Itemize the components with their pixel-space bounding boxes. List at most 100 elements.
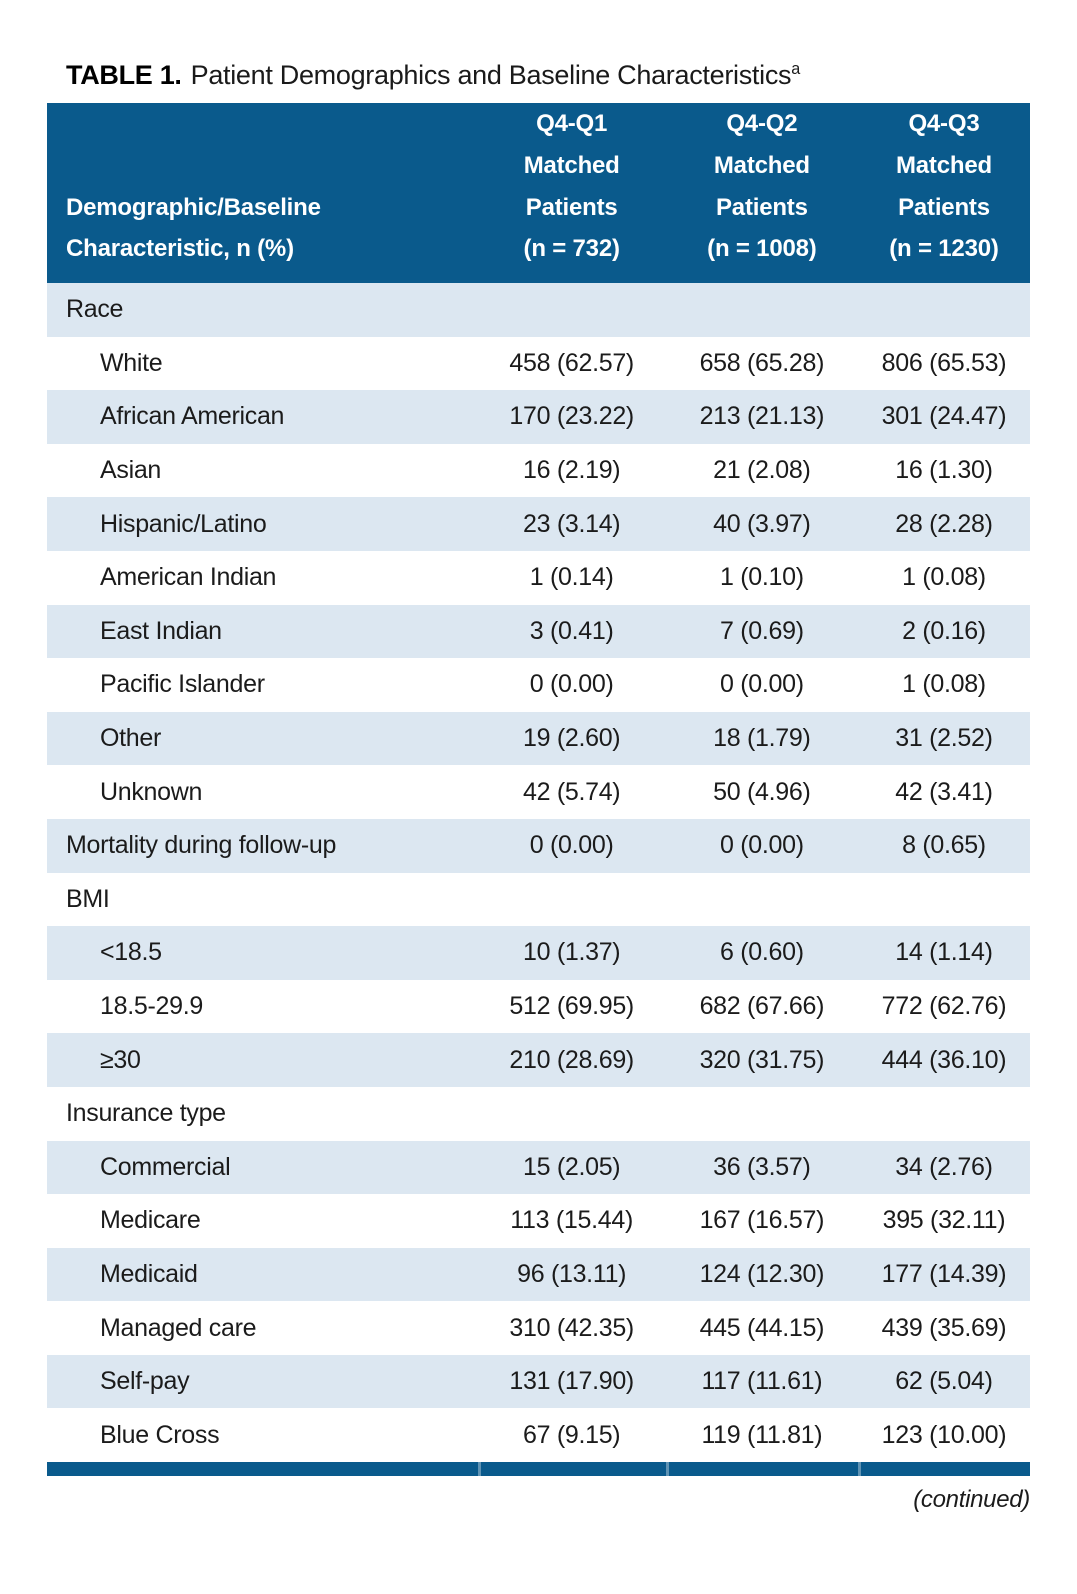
- table-row: Mortality during follow-up 0 (0.00) 0 (0.0…: [47, 818, 1030, 873]
- row-value: [478, 283, 666, 337]
- row-value: 458 (62.57): [509, 348, 634, 377]
- row-value: 14 (1.14): [895, 938, 993, 967]
- row-value: 301 (24.47): [881, 402, 1007, 431]
- row-value: 42 (5.74): [522, 777, 621, 806]
- row-value: [666, 1087, 858, 1141]
- row-label: Hispanic/Latino: [100, 509, 267, 538]
- row-value: 15 (2.05): [522, 1152, 621, 1181]
- table-title-number: TABLE 1.: [66, 60, 182, 90]
- row-value: 119 (11.81): [701, 1420, 823, 1449]
- row-label: Unknown: [100, 777, 203, 806]
- row-label: 18.5-29.9: [100, 992, 203, 1021]
- row-value: 658 (65.28): [699, 348, 825, 377]
- row-value: 806 (65.53): [881, 348, 1007, 377]
- row-label: Managed care: [100, 1313, 257, 1342]
- row-value: 512 (69.95): [509, 992, 634, 1021]
- row-value: 1 (0.08): [902, 670, 986, 699]
- table-row: Pacific Islander 0 (0.00) 0 (0.00) 1 (0.08): [47, 658, 1030, 712]
- rule-separator: [665, 1462, 669, 1477]
- row-label: Blue Cross: [100, 1420, 220, 1449]
- table-row: Insurance type: [47, 1087, 1030, 1141]
- header-col-q4q2: Q4-Q2 Matched Patients (n = 1008): [666, 103, 858, 283]
- row-label: Medicaid: [100, 1259, 198, 1288]
- table-bottom-rule: [47, 1462, 1030, 1477]
- header-col-q4q3-patients: Patients: [898, 193, 990, 221]
- row-value: 682 (67.66): [699, 992, 825, 1021]
- table-title-footnote-marker: a: [791, 60, 800, 78]
- row-value: 50 (4.96): [713, 777, 811, 806]
- row-label: Race: [66, 295, 124, 324]
- table-row: White 458 (62.57) 658 (65.28) 806 (65.53): [47, 337, 1030, 391]
- header-row-label: Demographic/Baseline Characteristic, n (…: [47, 103, 478, 283]
- row-value: 439 (35.69): [881, 1313, 1007, 1342]
- row-value: 167 (16.57): [699, 1206, 825, 1235]
- table-row: Self-pay 131 (17.90) 117 (11.61) 62 (5.04): [47, 1354, 1030, 1409]
- header-col-q4q1-matched: Matched: [523, 151, 620, 179]
- row-value: [858, 1087, 1030, 1141]
- table-row: Commercial 15 (2.05) 36 (3.57) 34 (2.76): [47, 1140, 1030, 1195]
- row-value: 0 (0.00): [719, 831, 804, 860]
- row-value: [478, 1087, 666, 1141]
- header-col-q4q1: Q4-Q1 Matched Patients (n = 732): [478, 103, 666, 283]
- row-value: 3 (0.41): [529, 616, 614, 645]
- row-value: 7 (0.69): [719, 616, 804, 645]
- table-row: Unknown 42 (5.74) 50 (4.96) 42 (3.41): [47, 765, 1030, 819]
- header-col-q4q3-matched: Matched: [895, 151, 992, 179]
- header-col-q4q3-n: (n = 1230): [889, 235, 999, 263]
- row-value: 42 (3.41): [895, 777, 993, 806]
- header-col-q4q2-n: (n = 1008): [707, 235, 817, 263]
- table-row: American Indian 1 (0.14) 1 (0.10) 1 (0.08): [47, 551, 1030, 605]
- row-value: 40 (3.97): [713, 509, 811, 538]
- row-label: Other: [100, 724, 162, 753]
- row-label: Mortality during follow-up: [66, 831, 337, 860]
- row-value: 10 (1.37): [522, 938, 621, 967]
- header-col-q4q3: Q4-Q3 Matched Patients (n = 1230): [858, 103, 1030, 283]
- row-value: 395 (32.11): [882, 1206, 1006, 1235]
- row-label: Pacific Islander: [100, 670, 265, 699]
- header-row-label-line2: Characteristic, n (%): [66, 235, 294, 263]
- row-label: Insurance type: [66, 1099, 226, 1128]
- row-value: 23 (3.14): [522, 509, 621, 538]
- row-label: ≥30: [100, 1045, 141, 1074]
- row-value: 36 (3.57): [713, 1152, 811, 1181]
- row-label: White: [100, 348, 163, 377]
- row-label: BMI: [66, 884, 110, 913]
- table-row: <18.5 10 (1.37) 6 (0.60) 14 (1.14): [47, 926, 1030, 980]
- row-value: [478, 873, 666, 927]
- row-value: 444 (36.10): [881, 1045, 1007, 1074]
- row-value: 117 (11.61): [701, 1367, 823, 1396]
- continued-note: (continued): [913, 1486, 1030, 1513]
- row-value: [858, 283, 1030, 337]
- table-row: Race: [47, 283, 1030, 337]
- row-value: 131 (17.90): [509, 1367, 634, 1396]
- header-row-label-line1: Demographic/Baseline: [66, 193, 321, 221]
- row-value: 6 (0.60): [719, 938, 804, 967]
- row-label: <18.5: [100, 938, 162, 967]
- table-row: Blue Cross 67 (9.15) 119 (11.81) 123 (10.00…: [47, 1408, 1030, 1462]
- row-value: 0 (0.00): [529, 670, 614, 699]
- table-title: TABLE 1. Patient Demographics and Baselin…: [66, 60, 800, 91]
- row-value: 124 (12.30): [699, 1259, 825, 1288]
- row-value: 96 (13.11): [517, 1259, 627, 1288]
- table-title-text: Patient Demographics and Baseline Charac…: [190, 60, 792, 90]
- row-value: 177 (14.39): [881, 1259, 1007, 1288]
- row-value: 320 (31.75): [699, 1045, 825, 1074]
- table-row: Other 19 (2.60) 18 (1.79) 31 (2.52): [47, 711, 1030, 766]
- row-value: 170 (23.22): [509, 402, 634, 431]
- table-header: Demographic/Baseline Characteristic, n (…: [47, 103, 1030, 283]
- table-row: Asian 16 (2.19) 21 (2.08) 16 (1.30): [47, 444, 1030, 498]
- row-value: 1 (0.14): [529, 563, 614, 592]
- row-value: 445 (44.15): [699, 1313, 825, 1342]
- row-value: 0 (0.00): [529, 831, 614, 860]
- header-col-q4q2-matched: Matched: [713, 151, 810, 179]
- table-row: East Indian 3 (0.41) 7 (0.69) 2 (0.16): [47, 604, 1030, 659]
- row-value: 16 (2.19): [522, 456, 621, 485]
- row-value: 31 (2.52): [895, 724, 993, 753]
- row-value: [666, 283, 858, 337]
- row-value: 28 (2.28): [895, 509, 993, 538]
- row-label: African American: [100, 402, 285, 431]
- header-col-q4q2-quartile: Q4-Q2: [726, 110, 798, 138]
- row-value: 34 (2.76): [895, 1152, 993, 1181]
- row-value: 1 (0.10): [719, 563, 804, 592]
